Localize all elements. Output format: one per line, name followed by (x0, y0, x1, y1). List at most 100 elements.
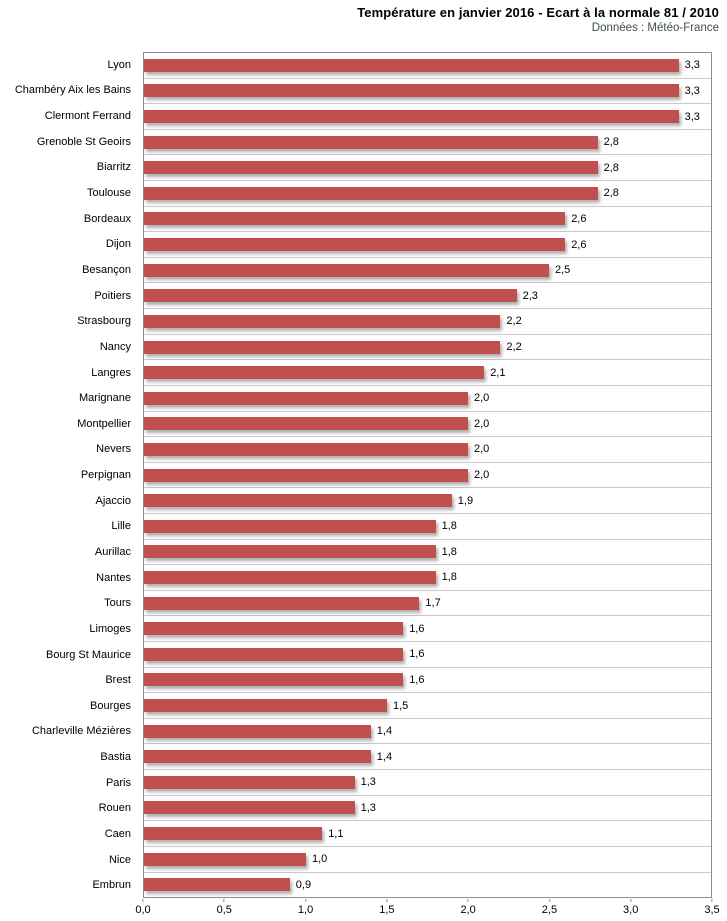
bar (144, 110, 679, 124)
category-label: Bordeaux (83, 212, 131, 225)
category-label-row: Poitiers (0, 283, 138, 309)
category-label-row: Brest (0, 667, 138, 693)
category-label-row: Montpellier (0, 411, 138, 437)
category-label-row: Aurillac (0, 539, 138, 565)
category-label: Charleville Mézières (31, 725, 131, 738)
bar (144, 442, 468, 456)
bar-value-label: 2,8 (603, 161, 619, 174)
x-tick: 0,5 (217, 899, 232, 916)
category-label-row: Chambéry Aix les Bains (0, 78, 138, 104)
category-label: Montpellier (77, 417, 131, 430)
bar (144, 699, 387, 713)
category-label-row: Lyon (0, 52, 138, 78)
category-label: Aurillac (94, 545, 131, 558)
bar (144, 161, 598, 175)
bar-value-label: 2,8 (603, 187, 619, 200)
bar-row: 1,4 (144, 719, 711, 745)
bar (144, 135, 598, 149)
bar-row: 2,2 (144, 335, 711, 361)
x-tick: 2,5 (542, 899, 557, 916)
category-label-row: Besançon (0, 257, 138, 283)
bar-row: 2,6 (144, 232, 711, 258)
bar (144, 366, 485, 380)
category-label: Bastia (100, 751, 131, 764)
category-label: Marignane (79, 392, 131, 405)
category-label-row: Grenoble St Geoirs (0, 129, 138, 155)
bar (144, 391, 468, 405)
category-label: Limoges (89, 622, 131, 635)
bar-row: 1,5 (144, 693, 711, 719)
bar-value-label: 3,3 (684, 110, 700, 123)
bar-row: 2,0 (144, 412, 711, 438)
bar-value-label: 3,3 (684, 59, 700, 72)
bar-row: 1,4 (144, 744, 711, 771)
category-label-row: Bourges (0, 693, 138, 719)
x-tick-mark (142, 899, 144, 902)
bar-value-label: 1,4 (376, 750, 393, 763)
x-tick-label: 2,5 (541, 904, 558, 916)
bar (144, 468, 468, 482)
category-label: Perpignan (80, 469, 131, 482)
category-label-row: Langres (0, 360, 138, 386)
bar-row: 2,0 (144, 386, 711, 412)
category-label-row: Limoges (0, 616, 138, 642)
category-label-row: Charleville Mézières (0, 719, 138, 745)
x-tick-label: 0,0 (135, 904, 151, 916)
bar-row: 2,6 (144, 207, 711, 233)
category-label: Ajaccio (95, 494, 131, 507)
bar-value-label: 1,6 (409, 622, 425, 635)
x-tick: 0,0 (135, 899, 151, 916)
bar-value-label: 1,5 (393, 699, 409, 712)
category-label: Nantes (96, 571, 131, 584)
category-label-row: Rouen (0, 796, 138, 822)
bar (144, 775, 355, 789)
bar-value-label: 2,5 (555, 264, 571, 277)
category-label: Clermont Ferrand (44, 110, 131, 123)
x-tick-mark (467, 899, 469, 902)
bar-value-label: 2,3 (522, 289, 538, 302)
bar-value-label: 2,0 (474, 469, 490, 482)
x-tick-mark (630, 899, 632, 902)
x-tick-mark (386, 899, 388, 902)
category-label: Embrun (92, 879, 131, 892)
category-label: Toulouse (86, 187, 131, 200)
category-label: Poitiers (94, 289, 131, 302)
bar-row: 3,3 (144, 79, 711, 105)
bar-row: 1,3 (144, 796, 711, 822)
category-label-row: Nantes (0, 565, 138, 591)
bar-value-label: 2,8 (603, 136, 619, 149)
category-label-row: Ajaccio (0, 488, 138, 514)
category-label-row: Bourg St Maurice (0, 642, 138, 668)
category-label-row: Nice (0, 847, 138, 873)
category-label-row: Biarritz (0, 155, 138, 181)
bar-value-label: 1,9 (457, 494, 474, 507)
bar-row: 0,9 (144, 873, 711, 898)
bar-value-label: 1,0 (312, 853, 328, 866)
bar (144, 263, 549, 277)
bar-row: 1,9 (144, 488, 711, 514)
x-tick-label: 0,5 (216, 904, 232, 916)
bar (144, 314, 501, 328)
category-label-row: Bordeaux (0, 206, 138, 232)
page-title: Température en janvier 2016 - Ecart à la… (357, 5, 719, 20)
bar-row: 2,5 (144, 258, 711, 284)
bar-row: 1,3 (144, 770, 711, 796)
bar-value-label: 2,0 (474, 417, 490, 430)
bar-value-label: 2,6 (571, 212, 587, 225)
category-label: Rouen (98, 802, 131, 815)
bar-value-label: 1,6 (409, 673, 425, 686)
category-label: Besançon (82, 263, 131, 276)
bar-value-label: 2,2 (506, 315, 522, 328)
x-tick-mark (711, 899, 713, 902)
x-tick: 2,0 (460, 899, 476, 916)
bar (144, 827, 323, 841)
bar-row: 2,0 (144, 437, 711, 463)
bar (144, 750, 371, 764)
bar-row: 1,6 (144, 668, 711, 694)
category-label-row: Bastia (0, 744, 138, 770)
bar-value-label: 2,0 (474, 443, 490, 456)
bar-row: 1,8 (144, 565, 711, 591)
category-label: Lille (111, 520, 131, 533)
plot-area: 3,3 3,3 3,3 2,8 2,8 2,8 2,6 2,6 2,5 2,3 … (143, 52, 712, 898)
